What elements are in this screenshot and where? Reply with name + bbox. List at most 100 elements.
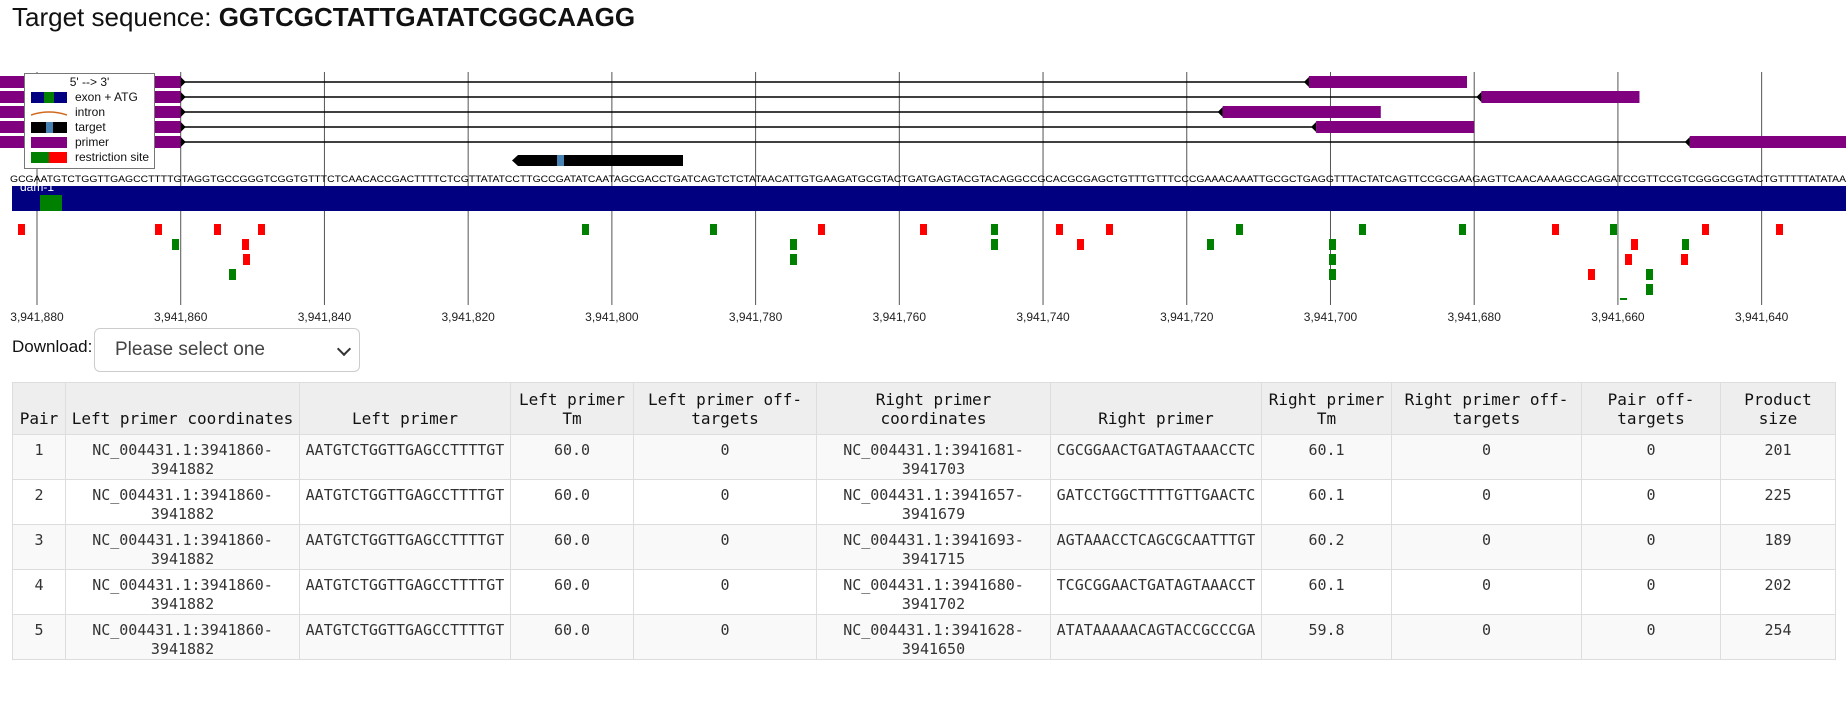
table-cell: AATGTCTGGTTGAGCCTTTTGT bbox=[299, 614, 511, 660]
table-cell: NC_004431.1:3941657-3941679 bbox=[816, 479, 1051, 525]
restriction-site bbox=[1236, 224, 1243, 235]
left-primer-arrow bbox=[180, 122, 186, 132]
table-cell: 202 bbox=[1720, 569, 1836, 615]
table-cell: AATGTCTGGTTGAGCCTTTTGT bbox=[299, 569, 511, 615]
table-cell: 5 bbox=[12, 614, 66, 660]
table-cell: 0 bbox=[1581, 479, 1721, 525]
target-bar bbox=[518, 155, 683, 166]
title-label: Target sequence: bbox=[12, 2, 212, 32]
table-cell: 60.1 bbox=[1261, 434, 1392, 480]
table-cell: 59.8 bbox=[1261, 614, 1392, 660]
table-cell: 4 bbox=[12, 569, 66, 615]
left-primer-arrow bbox=[180, 107, 186, 117]
table-cell: 60.0 bbox=[510, 479, 634, 525]
axis-tick-label: 3,941,740 bbox=[1016, 310, 1070, 324]
download-label: Download: bbox=[12, 337, 93, 356]
right-primer-arrow bbox=[1476, 92, 1482, 102]
table-row: 3 NC_004431.1:3941860-3941882 AATGTCTGGT… bbox=[12, 524, 1836, 570]
restriction-site bbox=[1631, 239, 1638, 250]
legend-item-exon: exon + ATG bbox=[25, 89, 154, 104]
table-cell: NC_004431.1:3941681-3941703 bbox=[816, 434, 1051, 480]
axis-tick-label: 3,941,720 bbox=[1160, 310, 1214, 324]
legend-title: 5' --> 3' bbox=[69, 75, 110, 89]
table-row: 4 NC_004431.1:3941860-3941882 AATGTCTGGT… bbox=[12, 569, 1836, 615]
legend-item-primer: primer bbox=[25, 134, 154, 149]
table-cell: 0 bbox=[1391, 434, 1582, 480]
restriction-site bbox=[991, 239, 998, 250]
axis-tick-label: 3,941,760 bbox=[873, 310, 927, 324]
legend-label-primer: primer bbox=[75, 135, 110, 149]
axis-tick-label: 3,941,780 bbox=[729, 310, 783, 324]
table-cell: NC_004431.1:3941860-3941882 bbox=[65, 524, 300, 570]
exon-atg-mark bbox=[40, 195, 62, 211]
table-cell: 225 bbox=[1720, 479, 1836, 525]
legend: 5' --> 3' exon + ATG intron target prime… bbox=[24, 73, 155, 169]
primer-map: 3,941,880 3,941,860 3,941,840 3,941,820 3,94… bbox=[0, 72, 1846, 324]
table-cell: AATGTCTGGTTGAGCCTTTTGT bbox=[299, 434, 511, 480]
legend-label-restriction: restriction site bbox=[75, 150, 150, 164]
legend-item-intron: intron bbox=[25, 104, 154, 119]
download-select[interactable]: Please select one bbox=[94, 328, 360, 372]
table-cell: NC_004431.1:3941693-3941715 bbox=[816, 524, 1051, 570]
restriction-site bbox=[710, 224, 717, 235]
axis-tick-label: 3,941,880 bbox=[10, 310, 64, 324]
table-cell: 201 bbox=[1720, 434, 1836, 480]
restriction-site bbox=[818, 224, 825, 235]
table-cell: 0 bbox=[1391, 479, 1582, 525]
table-cell: AGTAAACCTCAGCGCAATTTGT bbox=[1050, 524, 1262, 570]
exon-atg-swatch-icon bbox=[31, 92, 67, 103]
axis-tick-label: 3,941,840 bbox=[298, 310, 352, 324]
axis-tick-label: 3,941,820 bbox=[441, 310, 495, 324]
table-cell: 0 bbox=[1581, 434, 1721, 480]
restriction-site bbox=[1682, 239, 1689, 250]
table-row: 5 NC_004431.1:3941860-3941882 AATGTCTGGT… bbox=[12, 614, 1836, 660]
table-row: 2 NC_004431.1:3941860-3941882 AATGTCTGGT… bbox=[12, 479, 1836, 525]
restriction-site bbox=[229, 269, 236, 280]
right-primer-arrow bbox=[1303, 77, 1309, 87]
table-cell: AATGTCTGGTTGAGCCTTTTGT bbox=[299, 524, 511, 570]
intron-line-icon bbox=[31, 111, 67, 116]
right-primer-bar bbox=[1689, 136, 1846, 148]
axis-tick-label: 3,941,800 bbox=[585, 310, 639, 324]
table-header-row: Pair Left primer coordinates Left primer… bbox=[12, 382, 1836, 435]
restriction-site bbox=[243, 254, 250, 265]
table-cell: ATATAAAAACAGTACCGCCCGA bbox=[1050, 614, 1262, 660]
table-cell: 254 bbox=[1720, 614, 1836, 660]
table-cell: NC_004431.1:3941860-3941882 bbox=[65, 569, 300, 615]
table-cell: 0 bbox=[633, 614, 817, 660]
target-arrow bbox=[512, 155, 518, 166]
restriction-site bbox=[790, 239, 797, 250]
restriction-site bbox=[155, 224, 162, 235]
table-cell: 0 bbox=[1391, 614, 1582, 660]
table-cell: 0 bbox=[633, 479, 817, 525]
restriction-site bbox=[1459, 224, 1466, 235]
restriction-site bbox=[242, 239, 249, 250]
target-swatch-icon bbox=[31, 122, 67, 133]
restriction-site bbox=[18, 224, 25, 235]
restriction-site bbox=[790, 254, 797, 265]
restriction-swatch-icon bbox=[31, 152, 67, 163]
axis-tick-label: 3,941,680 bbox=[1448, 310, 1502, 324]
table-cell: 0 bbox=[633, 569, 817, 615]
sequence-text: GCGAATGTCTGGTTGAGCCTTTTGTAGGTGCCGGGTCGGT… bbox=[10, 174, 1846, 185]
right-primer-bar bbox=[1222, 106, 1381, 118]
restriction-site bbox=[1056, 224, 1063, 235]
restriction-site bbox=[1552, 224, 1559, 235]
restriction-site bbox=[214, 224, 221, 235]
table-cell: NC_004431.1:3941860-3941882 bbox=[65, 479, 300, 525]
exon-bar bbox=[12, 186, 1846, 211]
col-header: Left primer off-targets bbox=[633, 382, 817, 435]
download-select-value: Please select one bbox=[115, 339, 265, 360]
col-header: Left primer Tm bbox=[510, 382, 634, 435]
exon-label: dam-1 bbox=[20, 180, 54, 194]
col-header: Right primer coordinates bbox=[816, 382, 1051, 435]
col-header: Pair off-targets bbox=[1581, 382, 1721, 435]
restriction-site bbox=[1359, 224, 1366, 235]
primer-swatch-icon bbox=[31, 137, 67, 148]
table-cell: 60.0 bbox=[510, 524, 634, 570]
restriction-site bbox=[1329, 239, 1336, 250]
table-cell: 1 bbox=[12, 434, 66, 480]
table-cell: 60.0 bbox=[510, 434, 634, 480]
table-cell: 60.0 bbox=[510, 614, 634, 660]
table-cell: CGCGGAACTGATAGTAAACCTC bbox=[1050, 434, 1262, 480]
